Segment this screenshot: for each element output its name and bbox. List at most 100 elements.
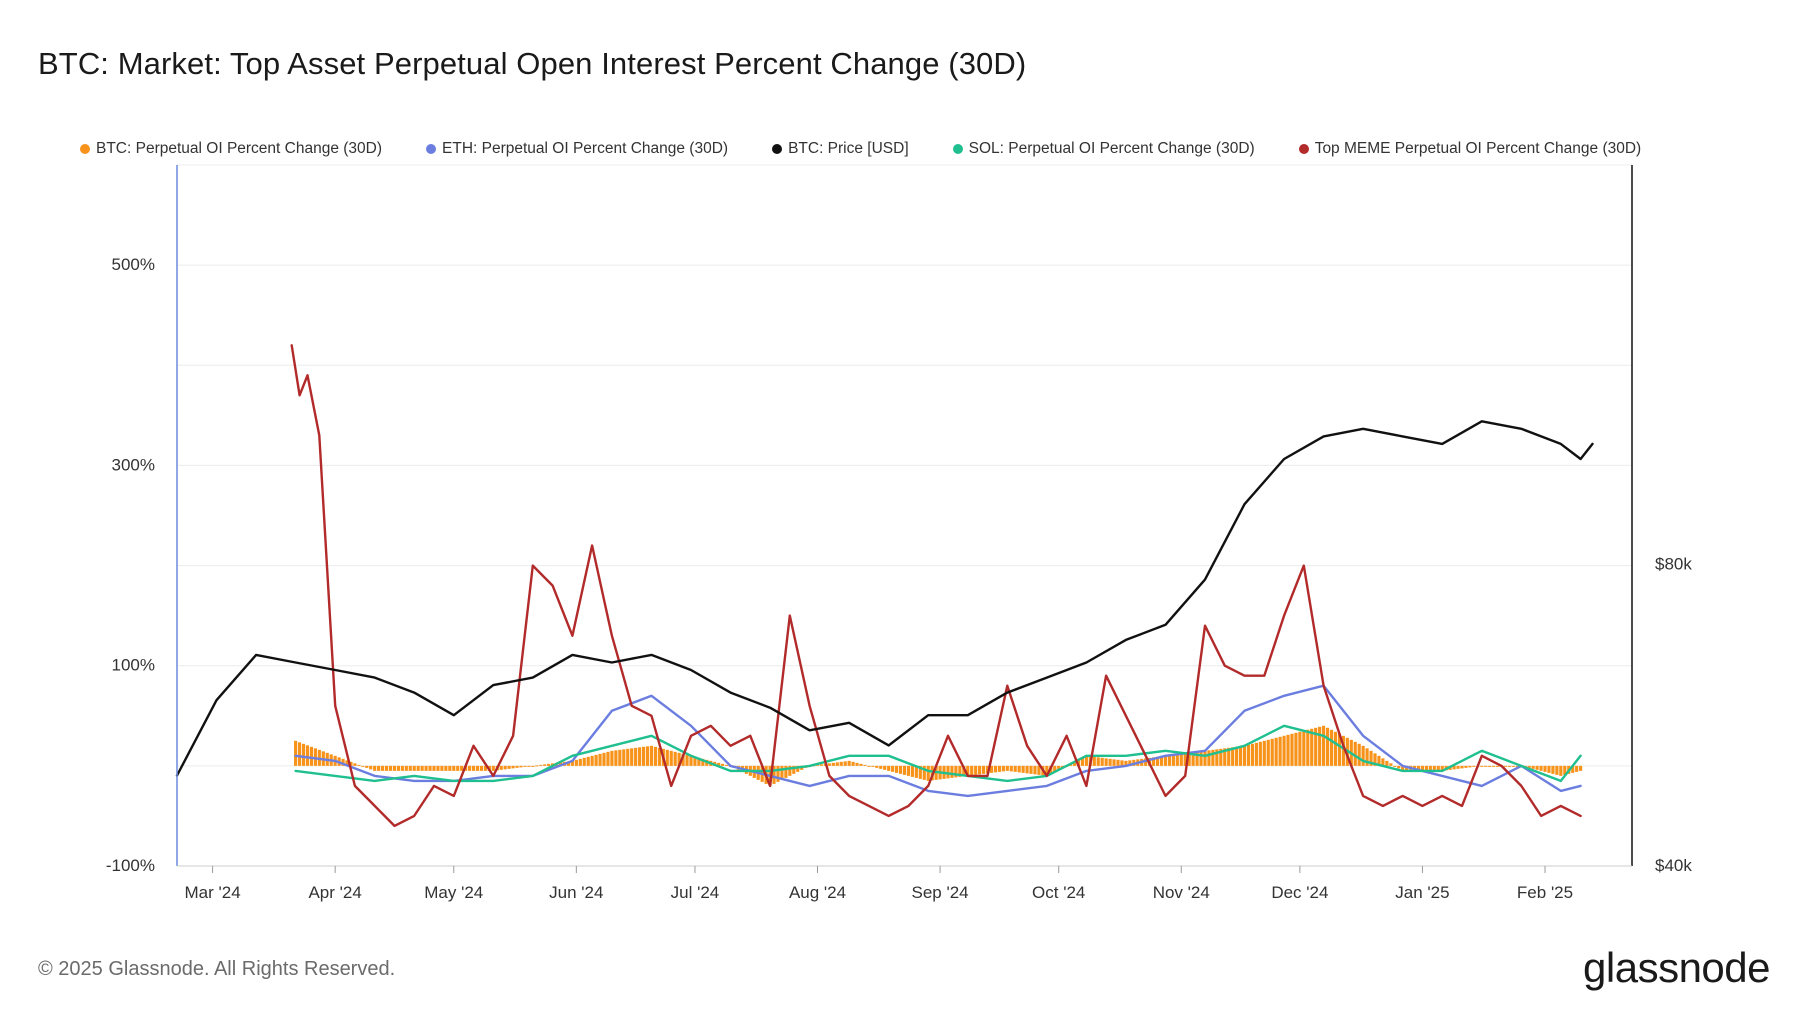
- btc-oi-bar: [1021, 765, 1025, 773]
- btc-oi-bar: [669, 750, 673, 766]
- btc-oi-bar: [547, 763, 551, 766]
- btc-oi-bar: [1424, 765, 1428, 771]
- btc-oi-bar: [305, 745, 310, 766]
- btc-oi-bar: [1488, 765, 1492, 767]
- btc-oi-bar: [697, 757, 701, 766]
- legend-item-4[interactable]: Top MEME Perpetual OI Percent Change (30…: [1298, 140, 1641, 158]
- btc-oi-bar: [456, 765, 460, 771]
- btc-oi-bar: [677, 752, 681, 766]
- btc-oi-bar: [1551, 765, 1555, 774]
- btc-oi-bar: [369, 765, 373, 770]
- btc-oi-bar: [1187, 752, 1191, 766]
- btc-oi-bar: [1116, 759, 1120, 766]
- x-tick-label: May '24: [424, 883, 483, 902]
- btc-oi-bar: [1013, 765, 1017, 772]
- btc-oi-bar: [776, 765, 780, 782]
- btc-oi-bar: [1393, 765, 1397, 767]
- legend-item-1[interactable]: ETH: Perpetual OI Percent Change (30D): [426, 140, 728, 158]
- btc-oi-bar: [503, 765, 507, 770]
- chart-title: BTC: Market: Top Asset Perpetual Open In…: [38, 46, 1027, 81]
- btc-oi-bar: [839, 761, 843, 766]
- btc-oi-bar: [1254, 742, 1258, 766]
- btc-oi-bar: [1531, 765, 1535, 769]
- btc-oi-bar: [1543, 765, 1547, 772]
- btc-oi-bar: [902, 765, 907, 775]
- btc-oi-bar: [847, 760, 851, 766]
- btc-oi-bar: [468, 765, 472, 771]
- btc-oi-bar: [871, 765, 875, 767]
- btc-oi-bar: [452, 765, 456, 771]
- btc-oi-bar: [400, 765, 404, 771]
- y-left-tick-label: 100%: [112, 656, 155, 675]
- btc-oi-bar: [1385, 760, 1389, 766]
- btc-oi-bar: [1152, 757, 1156, 766]
- btc-oi-bar: [1440, 765, 1444, 771]
- btc-oi-bar: [388, 765, 393, 771]
- btc-oi-bar: [1341, 735, 1345, 766]
- btc-oi-bar: [1227, 747, 1231, 766]
- btc-oi-bar: [301, 743, 306, 766]
- series-line-sol-perpetual-oi-percent-change-30d: [294, 724, 1582, 783]
- btc-oi-bar: [1381, 758, 1385, 766]
- btc-oi-bar: [309, 746, 314, 766]
- btc-oi-bar: [1436, 765, 1440, 771]
- btc-oi-bar: [1163, 755, 1168, 766]
- btc-oi-bar: [1100, 757, 1104, 766]
- btc-oi-bar: [582, 757, 586, 766]
- btc-oi-bar: [1337, 733, 1341, 766]
- btc-oi-bar: [1535, 765, 1539, 770]
- btc-oi-bar: [1495, 765, 1500, 767]
- btc-oi-bar: [558, 762, 563, 766]
- btc-oi-bar: [365, 765, 369, 768]
- btc-oi-bar: [1033, 765, 1037, 775]
- legend-item-0[interactable]: BTC: Perpetual OI Percent Change (30D): [80, 140, 382, 158]
- btc-oi-bar: [1270, 738, 1274, 766]
- x-tick-label: Oct '24: [1032, 883, 1085, 902]
- x-tick-label: Mar '24: [185, 883, 241, 902]
- btc-oi-bar: [1369, 750, 1373, 766]
- legend-item-3[interactable]: SOL: Perpetual OI Percent Change (30D): [952, 140, 1255, 158]
- btc-oi-bar: [681, 753, 685, 766]
- btc-oi-bar: [1262, 740, 1266, 766]
- btc-oi-bar: [1397, 765, 1401, 769]
- btc-oi-bar: [626, 748, 630, 766]
- btc-oi-bar: [891, 765, 895, 772]
- btc-oi-bar: [1286, 734, 1290, 766]
- btc-oi-bar: [527, 765, 531, 767]
- btc-oi-bar: [622, 749, 626, 766]
- btc-oi-bar: [843, 761, 847, 766]
- btc-oi-bar: [665, 749, 669, 766]
- btc-oi-bar: [507, 765, 511, 769]
- legend-dot-icon: [80, 144, 90, 154]
- btc-oi-bar: [475, 765, 480, 771]
- btc-oi-bar: [1017, 765, 1021, 773]
- btc-oi-bar: [1353, 741, 1357, 766]
- btc-oi-bar: [428, 765, 432, 771]
- btc-oi-bar: [377, 765, 381, 771]
- btc-oi-bar: [1464, 765, 1468, 768]
- btc-oi-bar: [424, 765, 428, 771]
- btc-oi-bar: [381, 765, 385, 771]
- copyright: © 2025 Glassnode. All Rights Reserved.: [38, 958, 396, 980]
- legend-item-2[interactable]: BTC: Price [USD]: [772, 140, 909, 158]
- btc-oi-bar: [1329, 729, 1334, 766]
- btc-oi-bar: [645, 746, 650, 766]
- btc-oi-bar: [610, 750, 614, 766]
- btc-oi-bar: [1452, 765, 1456, 770]
- btc-oi-bar: [1195, 751, 1199, 766]
- btc-oi-bar: [721, 763, 725, 766]
- btc-oi-bar: [1389, 763, 1393, 766]
- btc-oi-bar: [1555, 765, 1559, 775]
- btc-oi-bar: [1112, 759, 1116, 766]
- btc-oi-bar: [772, 765, 776, 784]
- btc-oi-bar: [436, 765, 440, 771]
- btc-oi-bar: [491, 765, 495, 771]
- btc-oi-bar: [313, 748, 317, 766]
- btc-oi-bar: [1310, 728, 1314, 766]
- btc-oi-bar: [815, 764, 820, 766]
- btc-oi-bar: [1159, 756, 1164, 766]
- btc-oi-bar: [1211, 749, 1215, 766]
- btc-oi-bar: [1120, 760, 1124, 766]
- btc-oi-bar: [420, 765, 424, 771]
- btc-oi-bar: [863, 764, 867, 766]
